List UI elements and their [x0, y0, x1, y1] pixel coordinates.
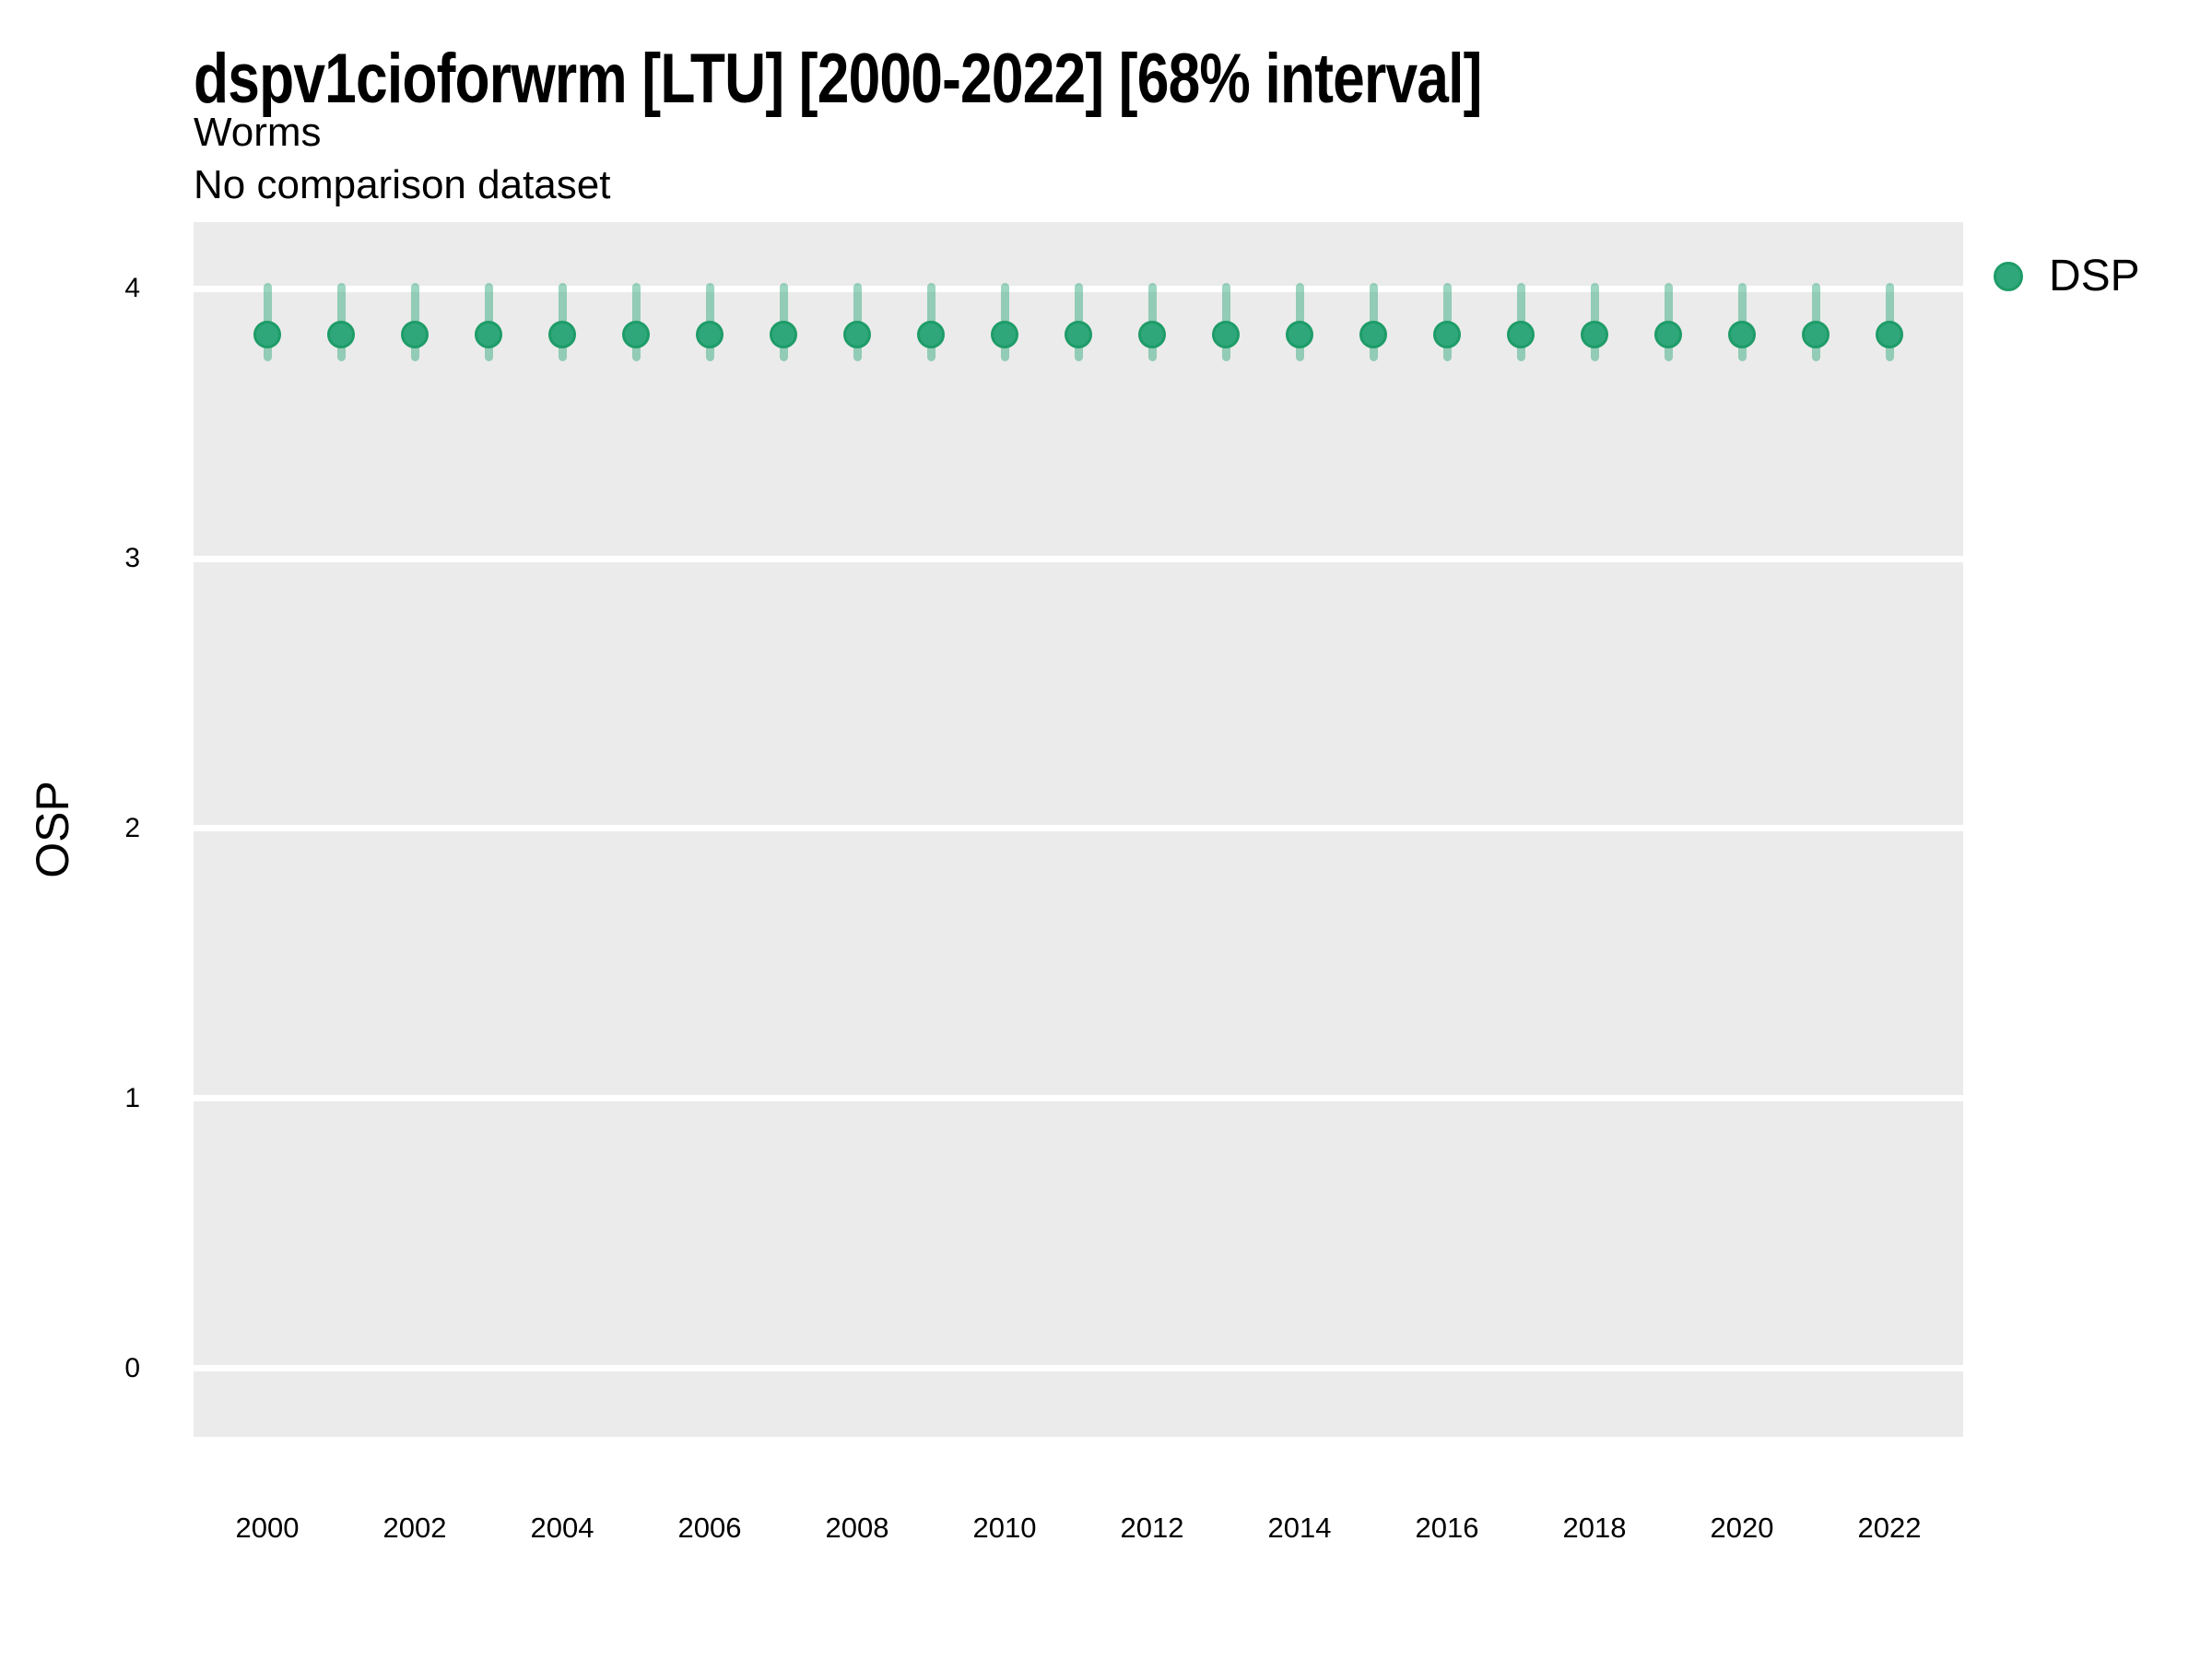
- y-tick-label: 3: [124, 543, 140, 574]
- data-point: [991, 320, 1018, 348]
- data-point: [401, 320, 429, 348]
- data-point: [1654, 320, 1682, 348]
- legend-label: DSP: [2049, 252, 2140, 300]
- x-tick-label: 2002: [382, 1512, 447, 1544]
- x-tick-label: 2012: [1120, 1512, 1184, 1544]
- x-tick-label: 2020: [1710, 1512, 1774, 1544]
- data-point: [1138, 320, 1166, 348]
- data-point: [1359, 320, 1387, 348]
- y-tick-label: 2: [124, 812, 140, 843]
- x-tick-label: 2022: [1857, 1512, 1922, 1544]
- plot-panel: [194, 222, 1963, 1437]
- data-point: [1065, 320, 1092, 348]
- x-tick-label: 2018: [1562, 1512, 1627, 1544]
- data-point: [1581, 320, 1608, 348]
- data-point: [1876, 320, 1903, 348]
- major-gridline-y: [194, 555, 1963, 562]
- chart-title: dspv1cioforwrm [LTU] [2000-2022] [68% in…: [194, 40, 1482, 118]
- x-tick-label: 2004: [530, 1512, 594, 1544]
- data-point: [770, 320, 797, 348]
- x-tick-label: 2010: [972, 1512, 1037, 1544]
- x-tick-label: 2008: [825, 1512, 889, 1544]
- data-point: [475, 320, 502, 348]
- data-point: [622, 320, 650, 348]
- x-tick-label: 2016: [1415, 1512, 1479, 1544]
- data-point: [253, 320, 281, 348]
- data-point: [917, 320, 945, 348]
- data-point: [1728, 320, 1756, 348]
- data-point: [327, 320, 355, 348]
- x-tick-label: 2006: [677, 1512, 742, 1544]
- data-point: [1286, 320, 1313, 348]
- x-tick-label: 2000: [235, 1512, 300, 1544]
- y-tick-label: 4: [124, 273, 140, 304]
- major-gridline-y: [194, 1095, 1963, 1102]
- data-point: [843, 320, 871, 348]
- major-gridline-y: [194, 825, 1963, 832]
- data-point: [1433, 320, 1461, 348]
- data-point: [1507, 320, 1535, 348]
- major-gridline-y: [194, 1365, 1963, 1372]
- chart-subtitle: Worms: [194, 110, 322, 155]
- data-point: [1212, 320, 1240, 348]
- data-point: [696, 320, 724, 348]
- legend: DSP: [1994, 254, 2140, 299]
- chart-subtitle-secondary: No comparison dataset: [194, 162, 611, 207]
- y-tick-label: 1: [124, 1082, 140, 1113]
- legend-point-icon: [1994, 262, 2023, 291]
- y-tick-label: 0: [124, 1352, 140, 1383]
- major-gridline-y: [194, 285, 1963, 292]
- x-tick-label: 2014: [1267, 1512, 1332, 1544]
- data-point: [1802, 320, 1830, 348]
- data-point: [548, 320, 576, 348]
